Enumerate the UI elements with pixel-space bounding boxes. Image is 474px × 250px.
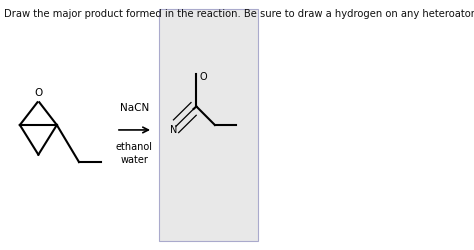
FancyBboxPatch shape	[158, 9, 258, 241]
Text: ethanol
water: ethanol water	[116, 142, 153, 165]
Text: N: N	[170, 125, 177, 135]
Text: O: O	[199, 72, 207, 82]
Text: Draw the major product formed in the reaction. Be sure to draw a hydrogen on any: Draw the major product formed in the rea…	[4, 9, 474, 19]
Text: O: O	[34, 88, 43, 98]
Text: NaCN: NaCN	[120, 103, 149, 113]
